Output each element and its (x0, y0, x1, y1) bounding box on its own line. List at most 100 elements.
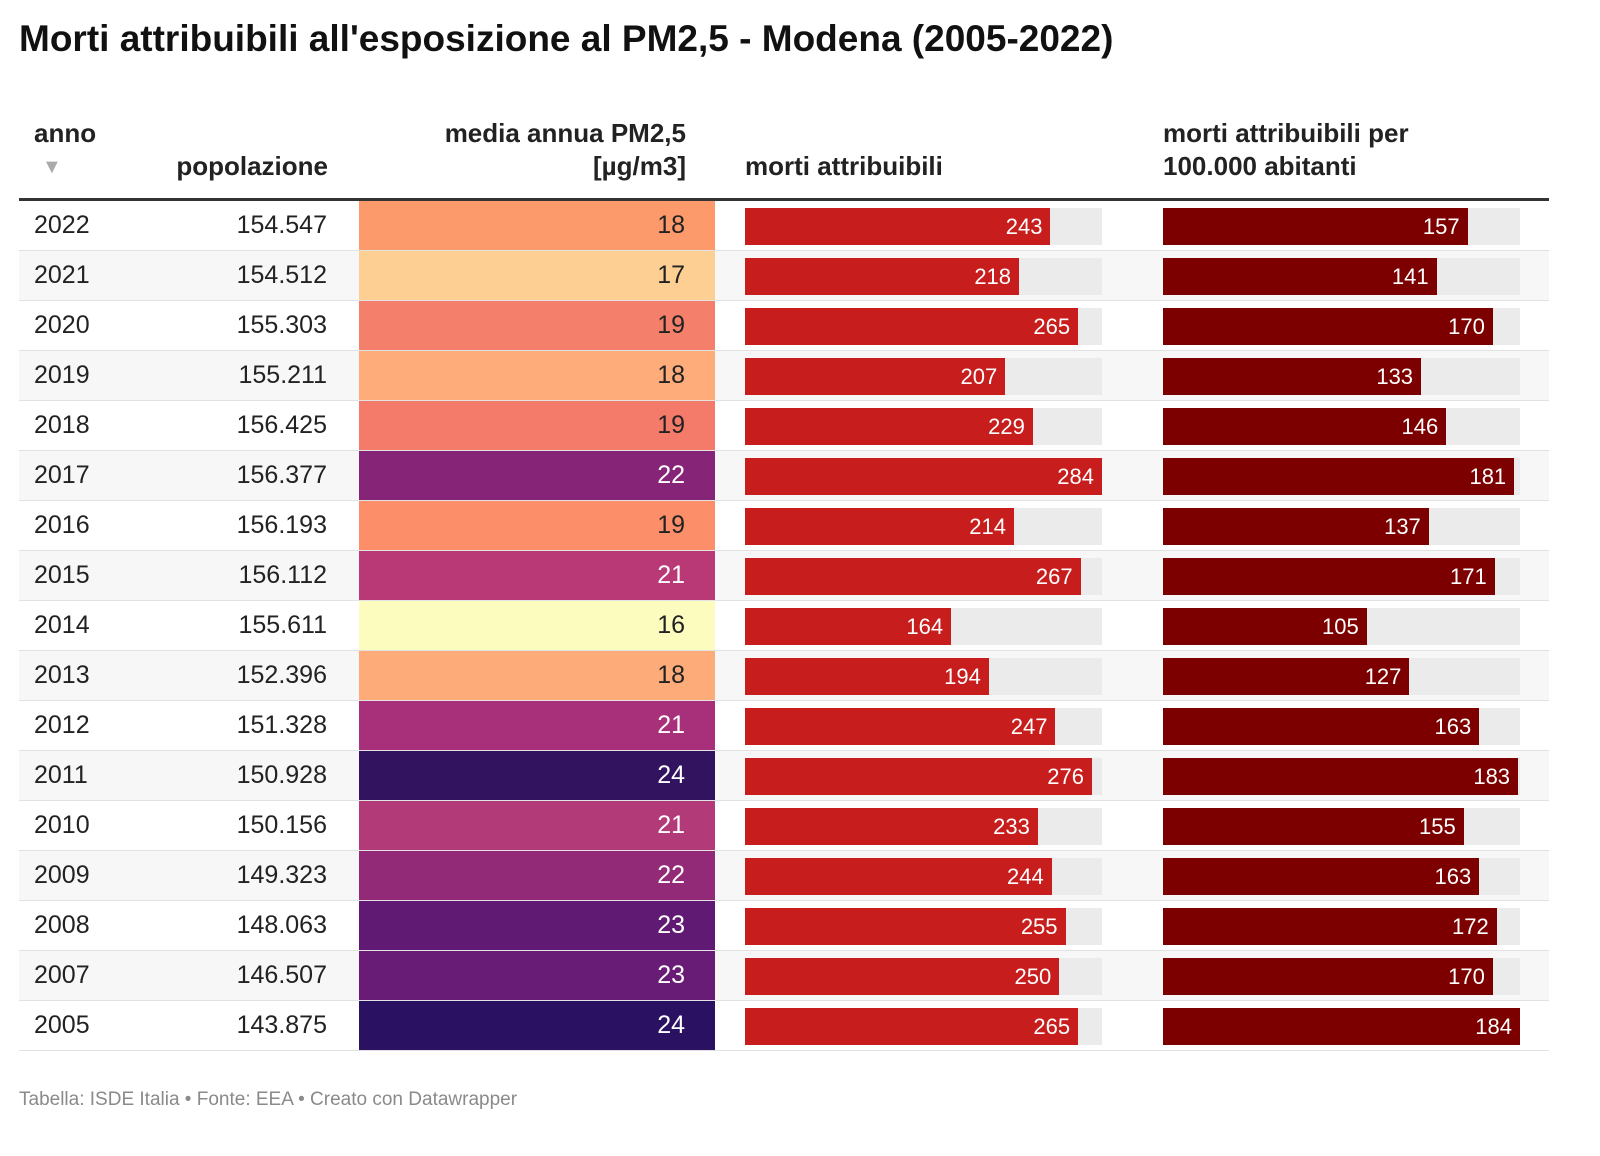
bar: 250 (745, 958, 1060, 995)
bar-label: 250 (1014, 964, 1052, 989)
bar: 157 (1163, 208, 1468, 245)
pm-value: 22 (657, 461, 685, 489)
bar-label: 218 (974, 264, 1012, 289)
year: 2016 (34, 511, 90, 539)
year: 2014 (34, 611, 90, 639)
year: 2020 (34, 311, 90, 339)
bar-label: 181 (1469, 464, 1507, 489)
bar-label: 105 (1322, 614, 1359, 639)
population: 150.156 (236, 811, 327, 839)
bar-label: 207 (960, 364, 998, 389)
year: 2008 (34, 911, 90, 939)
pm-cell: 24 (359, 751, 715, 800)
bar: 194 (745, 658, 989, 695)
bar-label: 214 (969, 514, 1006, 539)
pm-cell: 24 (359, 1001, 715, 1050)
pm-value: 21 (657, 811, 685, 839)
year: 2010 (34, 811, 90, 839)
table-row: 2009 149.323 22 244 163 (19, 851, 1549, 901)
bar-label: 141 (1391, 264, 1429, 289)
table-row: 2016 156.193 19 214 137 (19, 501, 1549, 551)
population: 156.377 (236, 461, 327, 489)
bar: 164 (745, 608, 952, 645)
pm-cell: 22 (359, 851, 715, 900)
population: 148.063 (236, 911, 327, 939)
bar: 105 (1163, 608, 1367, 645)
pm-cell: 22 (359, 451, 715, 500)
bar: 170 (1163, 958, 1493, 995)
bar-label: 183 (1473, 764, 1511, 789)
title: Morti attribuibili all'esposizione al PM… (19, 18, 1114, 59)
pm-value: 18 (657, 661, 685, 689)
bar: 183 (1163, 758, 1519, 795)
column-header: morti attribuibili (745, 151, 943, 181)
bar-label: 146 (1401, 414, 1439, 439)
bar-label: 194 (944, 664, 981, 689)
table-row: 2014 155.611 16 164 105 (19, 601, 1549, 651)
year: 2011 (34, 761, 88, 789)
bar: 133 (1163, 358, 1422, 395)
year: 2005 (34, 1011, 90, 1039)
bar: 207 (745, 358, 1006, 395)
pm-cell: 16 (359, 601, 715, 650)
table-row: 2018 156.425 19 229 146 (19, 401, 1549, 451)
population: 151.328 (236, 711, 327, 739)
bar: 163 (1163, 708, 1480, 745)
bar-label: 127 (1364, 664, 1402, 689)
table-row: 2017 156.377 22 284 181 (19, 451, 1549, 501)
pm-value: 19 (657, 311, 685, 339)
pm-cell: 23 (359, 951, 715, 1000)
bar: 127 (1163, 658, 1410, 695)
bar-label: 164 (906, 614, 944, 639)
population: 154.512 (236, 261, 327, 289)
bar-label: 163 (1434, 864, 1472, 889)
table-row: 2020 155.303 19 265 170 (19, 301, 1549, 351)
pm-value: 24 (657, 1011, 685, 1039)
year: 2017 (34, 461, 90, 489)
bar: 170 (1163, 308, 1493, 345)
bar-label: 171 (1450, 564, 1487, 589)
pm-cell: 19 (359, 501, 715, 550)
population: 156.425 (236, 411, 327, 439)
bar-label: 170 (1448, 314, 1485, 339)
table-row: 2022 154.547 18 243 157 (19, 201, 1549, 251)
bar: 247 (745, 708, 1056, 745)
bar: 146 (1163, 408, 1447, 445)
year: 2021 (34, 261, 90, 289)
pm-value: 18 (657, 211, 685, 239)
population: 146.507 (236, 961, 327, 989)
footer: Tabella: ISDE Italia • Fonte: EEA • Crea… (19, 1089, 518, 1110)
pm-value: 22 (657, 861, 685, 889)
pm-value: 19 (657, 511, 685, 539)
population: 143.875 (236, 1011, 327, 1039)
bar: 267 (745, 558, 1081, 595)
bar: 163 (1163, 858, 1480, 895)
column-header: morti attribuibili per 100.000 abitanti (1163, 118, 1409, 181)
year: 2013 (34, 661, 90, 689)
bar-label: 172 (1451, 914, 1489, 939)
pm-cell: 17 (359, 251, 715, 300)
bar-label: 157 (1422, 214, 1460, 239)
bar: 243 (745, 208, 1051, 245)
year: 2022 (34, 211, 90, 239)
bar-label: 267 (1035, 564, 1073, 589)
year: 2009 (34, 861, 90, 889)
column-header: popolazione (176, 151, 328, 181)
table-row: 2010 150.156 21 233 155 (19, 801, 1549, 851)
bar: 171 (1163, 558, 1495, 595)
pm-cell: 21 (359, 801, 715, 850)
bar-label: 170 (1448, 964, 1485, 989)
pm-value: 23 (657, 911, 685, 939)
bar: 181 (1163, 458, 1515, 495)
pm-cell: 21 (359, 701, 715, 750)
table-row: 2005 143.875 24 265 184 (19, 1001, 1549, 1051)
table-row: 2015 156.112 21 267 171 (19, 551, 1549, 601)
population: 149.323 (236, 861, 327, 889)
bar-label: 265 (1033, 314, 1071, 339)
bar-label: 163 (1434, 714, 1472, 739)
bar: 229 (745, 408, 1033, 445)
bar: 255 (745, 908, 1066, 945)
population: 156.193 (236, 511, 327, 539)
pm-value: 19 (657, 411, 685, 439)
